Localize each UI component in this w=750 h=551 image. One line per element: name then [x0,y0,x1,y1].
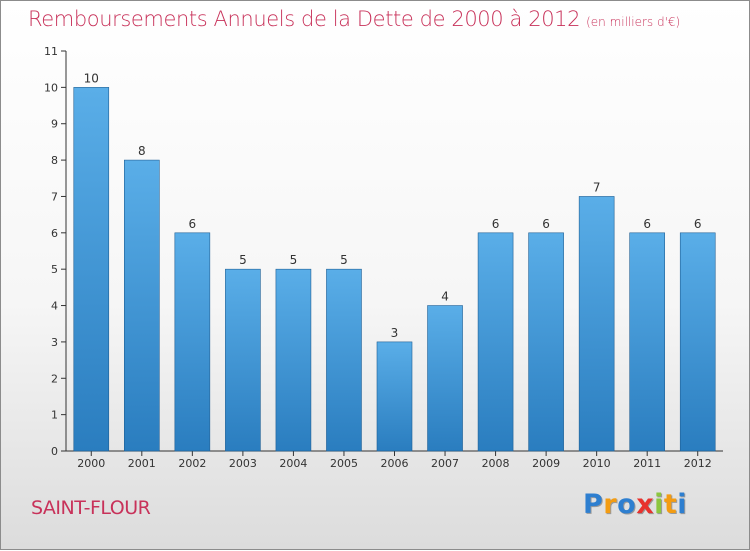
y-tick-label: 0 [51,445,58,458]
data-label: 6 [694,217,702,231]
bar [326,268,362,452]
bar [528,232,564,452]
bar [225,268,261,452]
data-label: 3 [391,326,399,340]
data-label: 5 [239,253,247,267]
x-tick-label: 2009 [532,457,560,470]
x-tick-label: 2006 [381,457,409,470]
bar [578,196,615,452]
x-tick-label: 2000 [77,457,105,470]
proxiti-logo: Proxiti [583,489,687,520]
bar [73,87,110,452]
data-label: 6 [542,217,550,231]
data-label: 5 [290,253,298,267]
y-tick-label: 3 [51,336,58,349]
logo-letter: t [663,489,678,520]
data-label: 6 [492,217,500,231]
data-label: 7 [593,180,601,194]
logo-letter: i [654,489,664,520]
x-tick-label: 2012 [684,457,712,470]
y-tick-label: 8 [51,154,58,167]
chart-bars [73,87,716,452]
x-tick-label: 2001 [128,457,156,470]
bar [477,232,514,452]
chart-title-text: Remboursements Annuels de la Dette de 20… [28,7,581,31]
bar [124,159,160,452]
chart-labels: 10 8 6 5 5 5 3 4 6 6 7 6 6 [84,71,702,340]
data-label: 4 [441,290,449,304]
data-label: 8 [138,144,146,158]
bar [679,232,716,452]
logo-letter: i [677,489,688,520]
bar [629,232,665,452]
x-tick-label: 2007 [431,457,459,470]
y-tick-label: 2 [51,372,58,385]
y-tick-label: 4 [51,300,58,313]
chart-subtitle: (en milliers d'€) [586,15,681,29]
x-tick-label: 2010 [583,457,611,470]
data-label: 6 [643,217,651,231]
x-tick-label: 2002 [178,457,206,470]
logo-letter: P [583,489,604,520]
y-tick-label: 10 [44,81,58,94]
logo-letter: r [603,489,618,520]
x-tick-label: 2004 [279,457,307,470]
y-tick-label: 9 [51,118,58,131]
logo-letter: o [617,489,637,520]
bar [427,305,463,452]
bar [275,268,312,452]
data-label: 6 [189,217,197,231]
bar [376,341,413,452]
x-tick-label: 2003 [229,457,257,470]
logo-letter: x [636,489,655,520]
x-tick-label: 2008 [482,457,510,470]
data-label: 5 [340,253,348,267]
commune-name: SAINT-FLOUR [31,497,151,519]
chart-axes: 0 1 2 3 4 5 6 7 8 9 10 11 2000 2001 2002 2003 2004 2005 20… [44,45,723,470]
x-tick-label: 2011 [633,457,661,470]
bar [174,232,211,452]
y-tick-label: 6 [51,227,58,240]
y-tick-label: 1 [51,409,58,422]
chart-title: Remboursements Annuels de la Dette de 20… [28,7,680,31]
y-tick-label: 7 [51,190,58,203]
y-tick-label: 11 [44,45,58,58]
data-label: 10 [84,71,99,85]
y-tick-label: 5 [51,263,58,276]
x-tick-label: 2005 [330,457,358,470]
